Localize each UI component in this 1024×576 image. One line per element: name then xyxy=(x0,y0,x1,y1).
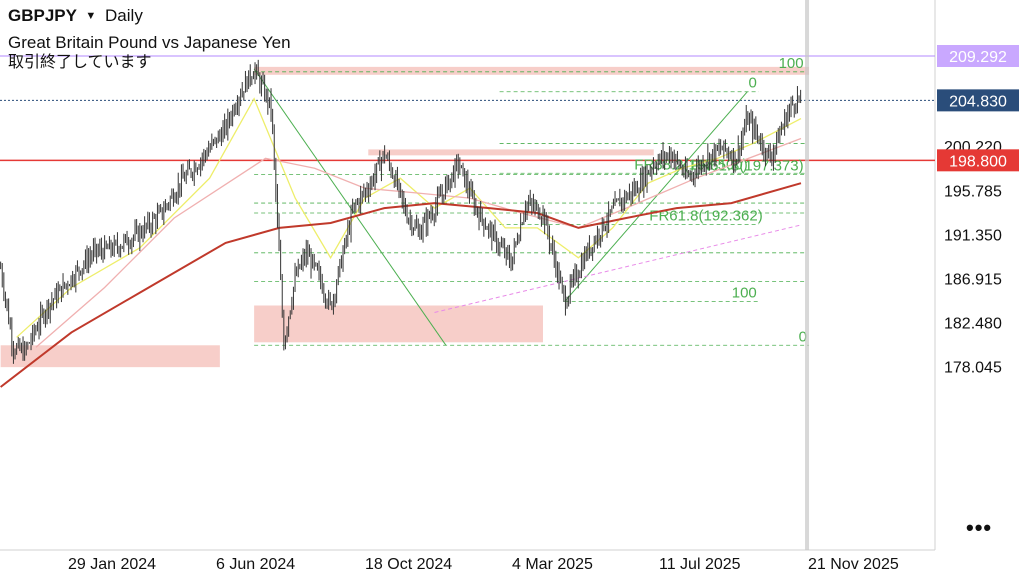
x-tick-label: 4 Mar 2025 xyxy=(512,556,593,573)
current-time-marker xyxy=(805,0,810,550)
fib-label-7: FR61.8(192.362) xyxy=(649,207,762,224)
trend-line-0 xyxy=(253,68,447,346)
moving-average-mid xyxy=(35,137,802,348)
trend-line-1 xyxy=(564,91,748,302)
price-bars xyxy=(0,59,802,364)
price-tag-resistance xyxy=(937,149,1019,172)
fib-label-1: 0 xyxy=(748,75,756,92)
supply-demand-zone-2 xyxy=(368,149,654,156)
y-tick-label: 186.915 xyxy=(944,272,1002,289)
symbol-label: GBPJPY xyxy=(8,6,77,25)
more-options-icon[interactable]: ••• xyxy=(966,515,993,540)
instrument-description: Great Britain Pound vs Japanese Yen xyxy=(8,33,291,52)
price-tag-label-top: 209.292 xyxy=(949,49,1007,66)
price-tag-label-current: 204.830 xyxy=(949,93,1007,110)
supply-demand-zone-0 xyxy=(0,345,220,368)
x-tick-label: 11 Jul 2025 xyxy=(659,556,741,573)
x-tick-label: 6 Jun 2024 xyxy=(216,556,295,573)
y-tick-label: 195.785 xyxy=(944,183,1002,200)
x-tick-label: 29 Jan 2024 xyxy=(68,556,156,573)
price-tag-top xyxy=(937,45,1019,67)
moving-average-slow xyxy=(0,182,802,388)
fib-label-4: FR61.8(197.373) xyxy=(690,158,803,175)
x-tick-label: 18 Oct 2024 xyxy=(365,556,452,573)
symbol-header[interactable]: GBPJPY ▼ Daily xyxy=(8,5,143,27)
market-status: 取引終了しています xyxy=(8,52,152,71)
y-tick-label: 182.480 xyxy=(944,316,1002,333)
timeframe-label: Daily xyxy=(105,6,143,25)
fib-label-11: 0 xyxy=(799,328,807,345)
x-tick-label: 21 Nov 2025 xyxy=(808,556,899,573)
supply-demand-zone-1 xyxy=(254,305,543,343)
fib-label-0: 100 xyxy=(779,55,804,72)
supply-demand-zone-3 xyxy=(254,66,810,75)
y-tick-label: 178.045 xyxy=(944,360,1002,377)
price-tag-label-resistance: 198.800 xyxy=(949,153,1007,170)
dropdown-caret-icon[interactable]: ▼ xyxy=(85,10,97,22)
moving-average-fast xyxy=(16,97,802,338)
y-tick-label: 191.350 xyxy=(944,227,1002,244)
fib-label-10: 100 xyxy=(732,285,757,302)
price-tag-current xyxy=(937,89,1019,112)
